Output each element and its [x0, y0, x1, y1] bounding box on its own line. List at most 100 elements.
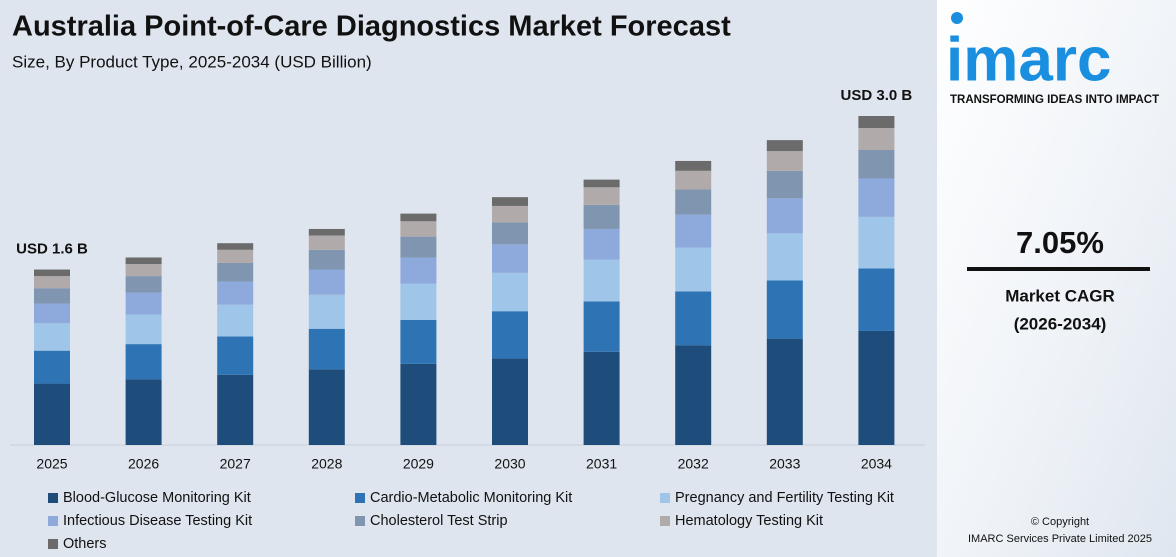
tagline: TRANSFORMING IDEAS INTO IMPACT [950, 94, 1159, 106]
legend-label: Cholesterol Test Strip [370, 513, 508, 529]
bar-segment [34, 288, 70, 304]
bar-segment [583, 259, 620, 302]
bar-segment [217, 336, 254, 375]
bar-segment [125, 314, 162, 345]
x-tick-label: 2026 [128, 456, 159, 472]
legend-swatch [48, 493, 58, 503]
bar-segment [125, 292, 162, 315]
bar-segment [125, 264, 162, 277]
bar-segment [675, 345, 712, 445]
chart-title: Australia Point-of-Care Diagnostics Mark… [12, 11, 731, 43]
bar-segment [400, 283, 437, 320]
bar-segment [583, 204, 620, 229]
bar-segment [675, 214, 712, 248]
bar-segment [675, 291, 712, 346]
bar-segment [308, 294, 345, 329]
legend-label: Pregnancy and Fertility Testing Kit [675, 490, 894, 506]
bar-segment [308, 269, 345, 295]
logo-dot [951, 12, 963, 24]
bar-segment [34, 276, 70, 289]
bar-segment [583, 301, 620, 352]
bar-segment [217, 281, 254, 305]
x-tick-label: 2031 [586, 456, 617, 472]
bar-segment [492, 205, 528, 223]
legend-label: Infectious Disease Testing Kit [63, 513, 252, 529]
bar-segment [675, 170, 712, 190]
logo: imarc [946, 25, 1111, 94]
bar-segment [400, 319, 437, 364]
bar-segment [492, 358, 528, 445]
bar-segment [583, 179, 620, 188]
bar-segment [34, 350, 70, 384]
bar-segment [766, 280, 803, 339]
legend-swatch [660, 493, 670, 503]
bar-segment [675, 247, 712, 292]
bar-segment [766, 170, 803, 199]
bar-segment [858, 330, 895, 445]
bar-segment [400, 363, 437, 445]
bar-segment [858, 149, 895, 179]
bar-segment [858, 216, 895, 269]
bar-segment [34, 269, 70, 277]
bar-segment [492, 222, 528, 245]
bar-segment [766, 198, 803, 234]
bar-segment [125, 344, 162, 380]
bar-segment [858, 116, 895, 129]
x-tick-label: 2030 [494, 456, 525, 472]
chart-subtitle: Size, By Product Type, 2025-2034 (USD Bi… [12, 52, 372, 71]
bar-segment [217, 304, 254, 337]
legend-swatch [48, 539, 58, 549]
bar-segment [583, 228, 620, 260]
legend-swatch [660, 516, 670, 526]
x-tick-label: 2034 [861, 456, 892, 472]
bar-segment [583, 351, 620, 445]
bar-segment [308, 249, 345, 270]
bar-segment [34, 383, 70, 445]
x-tick-label: 2028 [311, 456, 342, 472]
legend-swatch [355, 516, 365, 526]
bar-segment [125, 257, 162, 265]
bar-segment [583, 187, 620, 205]
bar-segment [217, 249, 254, 263]
bar-segment [400, 236, 437, 258]
bar-segment [308, 235, 345, 250]
bar-segment [858, 268, 895, 331]
bar-segment [217, 262, 254, 282]
x-tick-label: 2033 [769, 456, 800, 472]
bar-segment [400, 221, 437, 237]
legend-label: Blood-Glucose Monitoring Kit [63, 490, 251, 506]
bar-segment [308, 328, 345, 370]
bar-segment [400, 213, 437, 222]
x-tick-label: 2032 [678, 456, 709, 472]
bar-segment [858, 128, 895, 150]
bar-segment [308, 369, 345, 445]
bar-segment [766, 151, 803, 171]
x-tick-label: 2027 [220, 456, 251, 472]
bar-segment [217, 374, 254, 445]
x-tick-label: 2025 [36, 456, 67, 472]
cagr-rule [967, 267, 1150, 271]
legend-swatch [48, 516, 58, 526]
bar-segment [308, 228, 345, 236]
total-label: USD 1.6 B [16, 241, 88, 258]
legend-label: Others [63, 536, 107, 552]
bar-segment [125, 379, 162, 445]
cagr-value: 7.05% [1016, 225, 1104, 260]
bar-segment [766, 233, 803, 281]
bar-segment [492, 244, 528, 273]
legend-label: Hematology Testing Kit [675, 513, 823, 529]
bar-segment [34, 303, 70, 324]
bar-segment [34, 323, 70, 351]
bar-segment [217, 243, 254, 250]
bar-segment [492, 311, 528, 359]
sidebar-background [937, 0, 1176, 557]
legend-swatch [355, 493, 365, 503]
bar-segment [492, 272, 528, 312]
bar-segment [858, 178, 895, 217]
copyright: © Copyright [1031, 516, 1089, 528]
legend-label: Cardio-Metabolic Monitoring Kit [370, 490, 572, 506]
bar-segment [675, 160, 712, 171]
bar-segment [400, 257, 437, 284]
bar-segment [492, 197, 528, 206]
